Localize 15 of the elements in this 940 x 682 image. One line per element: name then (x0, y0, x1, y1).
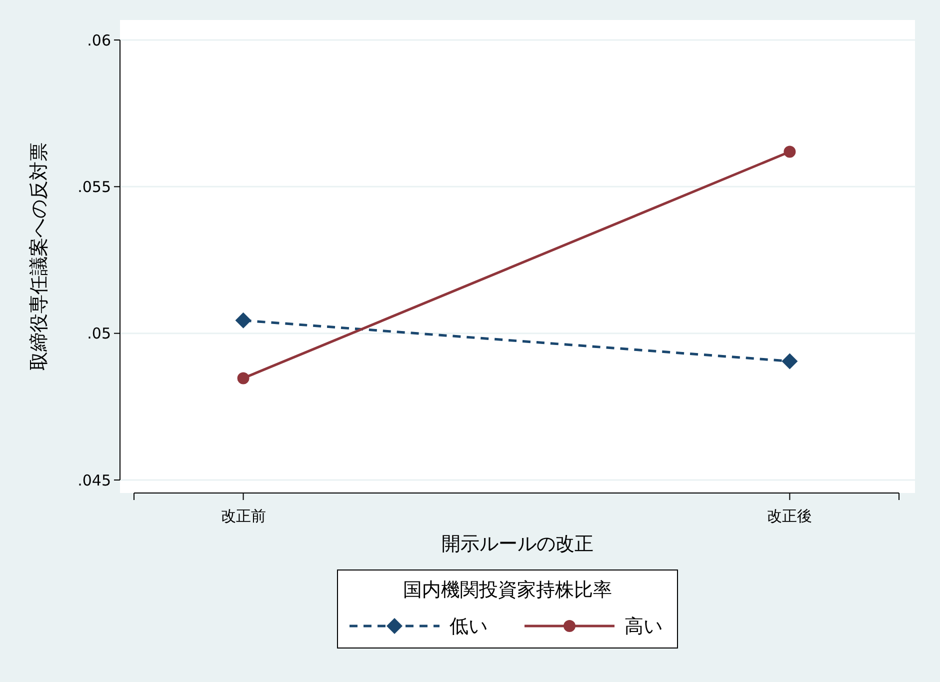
legend-label: 低い (450, 616, 488, 638)
x-axis-title: 開示ルールの改正 (442, 533, 594, 555)
point (782, 353, 798, 370)
legend-label: 高い (624, 616, 662, 638)
y-tick-label: .055 (78, 178, 111, 196)
point (784, 146, 796, 158)
y-tick-label: .045 (78, 471, 111, 490)
legend-title: 国内機関投資家持株比率 (403, 579, 612, 601)
x-tick-label: 改正前 (220, 507, 266, 525)
y-tick-label: .05 (87, 324, 111, 343)
point (237, 372, 250, 384)
y-tick-label: .06 (87, 31, 111, 50)
y-axis-title: 取締役専任議案への反対票 (28, 142, 50, 370)
point (235, 312, 252, 328)
x-tick-label: 改正後 (767, 507, 812, 525)
